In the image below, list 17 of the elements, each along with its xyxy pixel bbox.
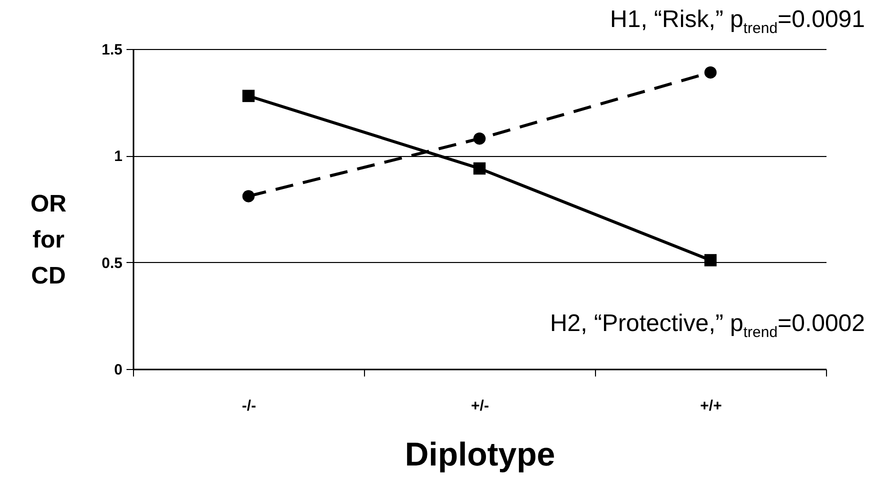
y-tick-label: 0 (114, 362, 122, 378)
x-axis-title: Diplotype (404, 436, 556, 472)
point (473, 132, 486, 145)
annotation: H2, “Protective,” p$_{trend}$=0.0002 (550, 310, 865, 341)
point (704, 66, 717, 79)
y-axis-title: OR for CD (30, 190, 66, 290)
point (242, 190, 255, 202)
text: H1, “Risk,” p$_{trend}$=0.0091 (610, 6, 865, 37)
y-tick-label: 1 (114, 148, 122, 166)
x-tick-label: -/- (242, 398, 256, 414)
y-tick-label: 0.5 (102, 254, 122, 272)
point (473, 162, 486, 175)
x-tick-label: +/- (471, 398, 489, 414)
y-tick-label: 1.5 (102, 42, 122, 58)
point (704, 254, 717, 266)
x-tick-label: +/+ (700, 398, 722, 414)
point (242, 90, 255, 102)
